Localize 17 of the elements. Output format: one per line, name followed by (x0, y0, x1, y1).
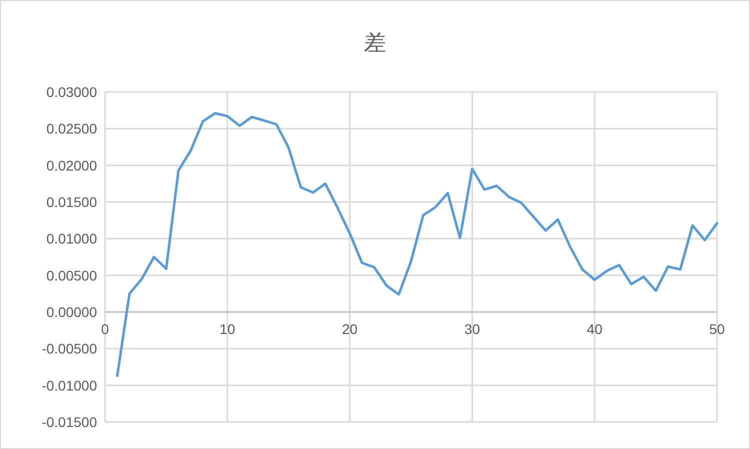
y-tick-label: 0.01500 (46, 194, 98, 210)
y-tick-label: -0.01500 (42, 414, 98, 430)
y-tick-label: 0.03000 (46, 84, 98, 100)
y-tick-label: 0.00500 (46, 267, 98, 284)
x-tick-label: 10 (220, 321, 236, 337)
y-tick-label: -0.01000 (42, 377, 98, 394)
x-tick-label: 0 (101, 321, 110, 337)
y-tick-label: 0.02500 (46, 120, 98, 137)
x-tick-label: 50 (709, 321, 725, 337)
y-tick-label: 0.01000 (46, 230, 98, 247)
x-tick-label: 30 (464, 321, 480, 337)
y-tick-label: -0.00500 (42, 340, 98, 357)
x-tick-label: 20 (342, 321, 358, 337)
x-tick-label: 40 (586, 321, 603, 337)
y-tick-label: 0.02000 (46, 157, 98, 174)
y-tick-label: 0.00000 (46, 304, 98, 320)
chart-title: 差 (364, 30, 386, 55)
